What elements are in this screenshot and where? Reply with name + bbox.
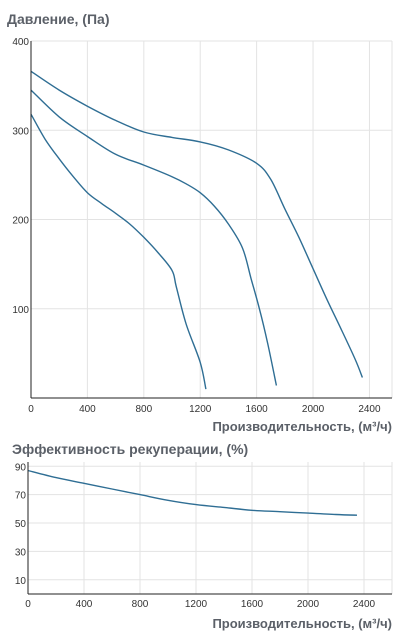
efficiency-grid <box>28 462 393 594</box>
pressure-tick-labels: 0 400 800 1200 1600 2000 2400 100 200 300 400 <box>12 37 381 415</box>
efficiency-x-tick-label: 0 <box>25 599 31 610</box>
efficiency-curve-1 <box>27 469 358 516</box>
pressure-x-tick-label: 400 <box>79 404 96 415</box>
pressure-x-tick-label: 0 <box>28 404 34 415</box>
pressure-y-tick-label: 100 <box>12 305 29 316</box>
efficiency-y-tick-label: 30 <box>15 547 27 558</box>
pressure-chart: 0 400 800 1200 1600 2000 2400 100 200 300 400 Давл… <box>7 11 393 434</box>
efficiency-axes <box>27 462 392 595</box>
efficiency-x-tick-label: 400 <box>76 599 93 610</box>
pressure-x-tick-label: 1200 <box>189 404 212 415</box>
pressure-series <box>30 70 364 390</box>
pressure-chart-title: Давление, (Па) <box>7 11 109 27</box>
pressure-x-tick-label: 2400 <box>358 404 381 415</box>
efficiency-x-tick-label: 1600 <box>241 599 264 610</box>
efficiency-tick-labels: 0 400 800 1200 1600 2000 2400 10 30 50 70 90 <box>15 462 376 610</box>
pressure-y-tick-label: 300 <box>12 126 29 137</box>
efficiency-x-tick-label: 2400 <box>353 599 376 610</box>
efficiency-y-tick-label: 50 <box>15 519 27 530</box>
efficiency-x-tick-label: 1200 <box>185 599 208 610</box>
pressure-y-tick-label: 200 <box>12 216 29 227</box>
pressure-x-axis-label: Производительность, (м³/ч) <box>212 419 392 434</box>
efficiency-x-tick-label: 2000 <box>297 599 320 610</box>
pressure-curve-2 <box>30 89 278 386</box>
efficiency-y-tick-label: 90 <box>15 462 27 473</box>
efficiency-chart-title: Эффективность рекуперации, (%) <box>12 441 248 457</box>
pressure-grid <box>31 40 393 398</box>
pressure-x-tick-label: 1600 <box>246 404 269 415</box>
efficiency-series <box>27 469 358 516</box>
pressure-curve-1 <box>30 113 207 390</box>
efficiency-x-axis-label: Производительность, (м³/ч) <box>212 616 392 631</box>
pressure-y-tick-label: 400 <box>12 37 29 48</box>
pressure-x-tick-label: 2000 <box>302 404 325 415</box>
pressure-axes <box>30 41 392 399</box>
efficiency-y-tick-label: 10 <box>15 576 27 587</box>
pressure-curve-3 <box>30 70 364 378</box>
pressure-x-tick-label: 800 <box>135 404 152 415</box>
efficiency-x-tick-label: 800 <box>132 599 149 610</box>
efficiency-y-tick-label: 70 <box>15 491 27 502</box>
efficiency-chart: 0 400 800 1200 1600 2000 2400 10 30 50 70 90 Эффект… <box>12 441 393 631</box>
